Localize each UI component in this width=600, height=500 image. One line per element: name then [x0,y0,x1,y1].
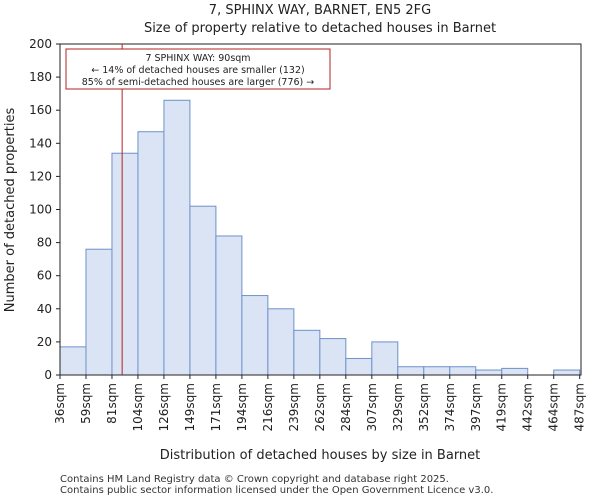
bar-464sqm [553,369,581,376]
x-tick-label: 419sqm [495,383,509,431]
annotation-line-1: 7 SPHINX WAY: 90sqm [145,53,250,64]
bar-194sqm [241,295,269,376]
y-tick-label: 40 [37,302,52,316]
x-axis-label: Distribution of detached houses by size … [160,448,481,463]
x-tick-label: 487sqm [573,383,587,431]
x-tick-label: 464sqm [547,383,561,431]
plot-frame [59,43,582,376]
bar-59sqm [85,248,113,376]
bar-352sqm [423,366,451,376]
x-tick-label: 442sqm [521,383,535,431]
annotation-box [65,48,331,90]
bar-81sqm [111,152,139,376]
bar-307sqm [371,341,399,376]
x-tick-label: 126sqm [157,383,171,431]
bar-36sqm [59,346,87,376]
y-tick-label: 160 [29,103,52,117]
x-tick-label: 284sqm [339,383,353,431]
y-tick-label: 180 [29,70,52,84]
y-tick-label: 60 [37,269,52,283]
x-tick-label: 216sqm [261,383,275,431]
x-tick-label: 262sqm [313,383,327,431]
footer-line-2: Contains public sector information licen… [60,485,494,496]
footer-line-1: Contains HM Land Registry data © Crown c… [60,474,449,485]
bar-374sqm [449,366,477,376]
y-tick-label: 0 [44,368,52,382]
x-tick-label: 352sqm [417,383,431,431]
y-tick-label: 100 [29,203,52,217]
bar-329sqm [397,366,425,376]
x-tick-label: 329sqm [391,383,405,431]
y-tick-label: 140 [29,136,52,150]
bar-216sqm [267,308,295,376]
annotation-line-3: 85% of semi-detached houses are larger (… [82,77,315,88]
y-axis-label: Number of detached properties [3,108,18,313]
x-tick-label: 194sqm [235,383,249,431]
x-tick-label: 104sqm [131,383,145,431]
bar-262sqm [319,338,347,376]
y-tick-label: 80 [37,236,52,250]
annotation-line-2: ← 14% of detached houses are smaller (13… [91,65,304,76]
bar-104sqm [137,131,165,376]
bar-239sqm [293,329,321,376]
x-tick-label: 397sqm [469,383,483,431]
x-tick-label: 171sqm [209,383,223,431]
bar-397sqm [475,369,503,376]
x-tick-label: 36sqm [53,383,67,424]
bar-126sqm [163,99,191,376]
x-tick-label: 374sqm [443,383,457,431]
bar-284sqm [345,357,373,376]
x-tick-label: 81sqm [105,383,119,424]
bar-419sqm [501,367,529,376]
y-tick-label: 20 [37,335,52,349]
x-tick-label: 59sqm [79,383,93,424]
y-tick-label: 120 [29,169,52,183]
x-tick-label: 149sqm [183,383,197,431]
chart-subtitle: Size of property relative to detached ho… [144,21,496,36]
bar-149sqm [189,205,217,376]
x-tick-label: 307sqm [365,383,379,431]
x-tick-label: 239sqm [287,383,301,431]
bar-171sqm [215,235,243,376]
chart-title: 7, SPHINX WAY, BARNET, EN5 2FG [209,3,431,18]
y-tick-label: 200 [29,37,52,51]
